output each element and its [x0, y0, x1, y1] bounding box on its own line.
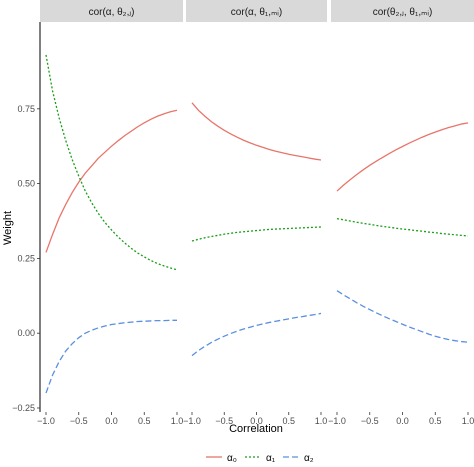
x-tick-label: −0.5	[361, 416, 379, 426]
plot-lines	[336, 122, 469, 343]
x-axis-ticks: −1.0 −0.5 0.0 0.5 1.0	[183, 412, 327, 426]
strip-title: cor(θ₂,ⱼ, θ₁,ₘᵢ)	[373, 7, 433, 18]
plot-lines	[191, 102, 322, 357]
series-line-alpha1	[45, 54, 178, 271]
x-tick-label: −0.5	[70, 416, 88, 426]
x-axis-ticks: −1.0 −0.5 0.0 0.5 1.0	[328, 412, 474, 426]
series-line-alpha1	[191, 226, 322, 242]
x-tick-label: −1.0	[37, 416, 55, 426]
y-tick-label: 0.00	[17, 328, 35, 338]
legend-label-alpha1: α₁	[266, 453, 276, 464]
series-line-alpha2	[45, 319, 177, 394]
x-axis-title: Correlation	[229, 423, 283, 435]
x-tick-label: 0.5	[138, 416, 151, 426]
x-tick-label: 0.0	[105, 416, 118, 426]
legend: α₀ α₁ α₂	[206, 453, 314, 464]
y-tick-label: −0.25	[12, 403, 35, 413]
strip-background	[186, 0, 327, 22]
y-tick-label: 0.50	[17, 179, 35, 189]
y-axis-ticks: −0.25 0.00 0.25 0.50 0.75	[12, 104, 40, 413]
strip-title: cor(α, θ₂,ⱼ)	[89, 7, 135, 18]
legend-label-alpha2: α₂	[304, 453, 314, 464]
x-tick-label: −0.5	[215, 416, 233, 426]
x-tick-label: 1.0	[171, 416, 184, 426]
x-tick-label: 0.0	[396, 416, 409, 426]
x-tick-label: 1.0	[462, 416, 474, 426]
legend-label-alpha0: α₀	[227, 453, 237, 464]
y-tick-label: 0.25	[17, 253, 35, 263]
legend-item-alpha0: α₀	[206, 453, 237, 464]
series-line-alpha0	[336, 122, 469, 192]
facet-panel-1: cor(α, θ₂,ⱼ) −1.0 −0.5 0.0 0.5 1.0	[37, 0, 183, 426]
strip-title: cor(α, θ₁,ₘᵢ)	[231, 7, 282, 18]
x-tick-label: 0.5	[282, 416, 295, 426]
y-tick-label: 0.75	[17, 104, 35, 114]
strip-background	[331, 0, 474, 22]
facet-panel-3: cor(θ₂,ⱼ, θ₁,ₘᵢ) −1.0 −0.5 0.0 0.5 1.0	[328, 0, 474, 426]
x-tick-label: −1.0	[183, 416, 201, 426]
series-line-alpha2	[336, 290, 469, 343]
series-line-alpha0	[191, 102, 322, 161]
legend-item-alpha2: α₂	[283, 453, 314, 464]
x-tick-label: 0.5	[429, 416, 442, 426]
x-tick-label: 1.0	[315, 416, 328, 426]
strip-background	[40, 0, 183, 22]
plot-lines	[45, 54, 178, 394]
x-tick-label: 0.0	[250, 416, 263, 426]
legend-item-alpha1: α₁	[245, 453, 276, 464]
series-line-alpha0	[45, 109, 178, 253]
x-axis-ticks: −1.0 −0.5 0.0 0.5 1.0	[37, 412, 183, 426]
y-axis: −0.25 0.00 0.25 0.50 0.75	[12, 22, 41, 413]
facet-panel-2: cor(α, θ₁,ₘᵢ) −1.0 −0.5 0.0 0.5 1.0	[183, 0, 327, 426]
x-tick-label: −1.0	[328, 416, 346, 426]
y-axis-title: Weight	[2, 211, 14, 245]
